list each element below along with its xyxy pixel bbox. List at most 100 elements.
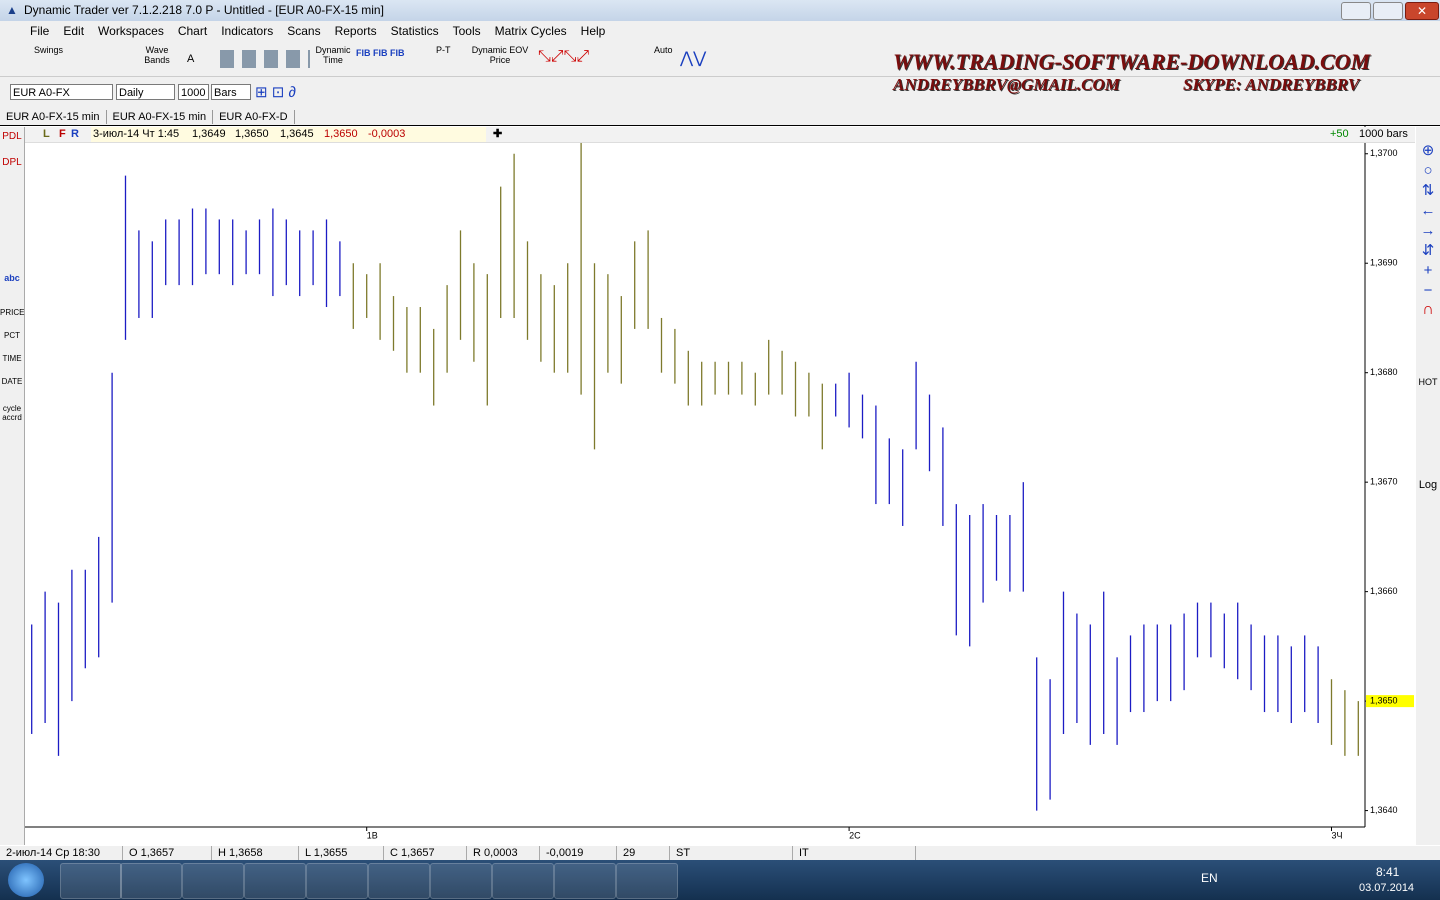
clock-date[interactable]: 03.07.2014 bbox=[1359, 882, 1415, 894]
status-bar: 2-июл-14 Ср 18:30 O 1,3657 H 1,3658 L 1,365… bbox=[0, 846, 1440, 860]
x-tick-label: 3Ч bbox=[1332, 830, 1343, 840]
view-buttons[interactable]: ⊞ ⊡ ∂ bbox=[255, 84, 296, 101]
start-button[interactable] bbox=[8, 863, 44, 897]
menu-item[interactable]: Statistics bbox=[390, 24, 439, 38]
x-tick-label: 1В bbox=[367, 830, 378, 840]
menu-item[interactable]: Scans bbox=[287, 24, 321, 38]
flag-f[interactable]: F bbox=[59, 128, 66, 140]
menu-item[interactable]: Chart bbox=[177, 24, 208, 38]
fib-buttons[interactable]: FIB FIB FIB bbox=[356, 48, 405, 58]
dynamic-time-label[interactable]: Dynamic Time bbox=[315, 45, 351, 65]
status-field: ST bbox=[670, 846, 793, 860]
menu-item[interactable]: Edit bbox=[63, 24, 85, 38]
taskbar-app[interactable] bbox=[492, 863, 554, 899]
quote-date: 3-июл-14 Чт 1:45 bbox=[93, 128, 180, 140]
file-buttons[interactable] bbox=[220, 50, 310, 68]
taskbar-app[interactable] bbox=[244, 863, 306, 899]
left-tool[interactable]: PDL bbox=[2, 131, 22, 142]
last-price-label: 1,3650 bbox=[1370, 695, 1398, 705]
status-field: R 0,0003 bbox=[467, 846, 540, 860]
menu-bar: File Edit Workspaces Chart Indicators Scans Re… bbox=[0, 22, 1440, 41]
status-field: C 1,3657 bbox=[384, 846, 467, 860]
status-field: -0,0019 bbox=[540, 846, 617, 860]
chart-tab[interactable]: EUR A0-FX-15 min bbox=[0, 110, 107, 124]
left-tool[interactable]: abc bbox=[4, 273, 20, 283]
title-bar: ▲ Dynamic Trader ver 7.1.2.218 7.0 P - U… bbox=[0, 0, 1440, 21]
right-tool[interactable]: HOT bbox=[1418, 377, 1438, 387]
menu-item[interactable]: File bbox=[30, 24, 50, 38]
trend-buttons[interactable]: ⋀⋁ bbox=[680, 50, 707, 67]
menu-item[interactable]: Tools bbox=[452, 24, 481, 38]
swings-label[interactable]: Swings bbox=[34, 45, 64, 55]
banner-site: WWW.TRADING-SOFTWARE-DOWNLOAD.COM bbox=[893, 49, 1371, 74]
x-tick-label: 2С bbox=[849, 830, 861, 840]
auto-label[interactable]: Auto bbox=[654, 45, 673, 55]
taskbar-app[interactable] bbox=[430, 863, 492, 899]
bar-count[interactable]: 1000 bars bbox=[1359, 128, 1408, 140]
close-button[interactable]: ✕ bbox=[1405, 2, 1439, 20]
chart: 1,3640 1,3650 1,3660 1,3670 1,3680 1,3690 1,37… bbox=[25, 126, 1414, 840]
pt-label[interactable]: P-T bbox=[436, 45, 451, 55]
right-tool[interactable]: Log bbox=[1418, 479, 1438, 491]
menu-item[interactable]: Help bbox=[580, 24, 606, 38]
magnet-tool[interactable]: ∩ bbox=[1422, 301, 1434, 318]
left-toolbar: PDL DPL abc PRICE PCT TIME DATE cycle accrd bbox=[0, 127, 25, 845]
window-title: Dynamic Trader ver 7.1.2.218 7.0 P - Unt… bbox=[24, 3, 384, 17]
wave-bands-label[interactable]: Wave Bands bbox=[144, 45, 170, 65]
y-tick-label: 1,3680 bbox=[1370, 367, 1398, 377]
left-tool[interactable]: cycle accrd bbox=[2, 404, 22, 422]
left-tool[interactable]: PRICE bbox=[0, 308, 25, 317]
left-tool[interactable]: DATE bbox=[1, 377, 23, 386]
menu-item[interactable]: Matrix Cycles bbox=[494, 24, 567, 38]
y-tick-label: 1,3670 bbox=[1370, 477, 1398, 487]
chart-tab[interactable]: EUR A0-FX-D bbox=[213, 110, 295, 124]
taskbar-app[interactable] bbox=[616, 863, 678, 899]
y-tick-label: 1,3700 bbox=[1370, 148, 1398, 158]
left-tool[interactable]: DPL bbox=[2, 157, 22, 168]
offset[interactable]: +50 bbox=[1330, 128, 1349, 140]
menu-item[interactable]: Reports bbox=[334, 24, 377, 38]
taskbar-app[interactable] bbox=[182, 863, 244, 899]
menu-item[interactable]: Indicators bbox=[221, 24, 274, 38]
language[interactable]: EN bbox=[1201, 871, 1218, 885]
restore-button[interactable] bbox=[1373, 2, 1403, 20]
status-field: 29 bbox=[617, 846, 670, 860]
a-button[interactable]: A bbox=[187, 53, 195, 65]
banner-skype: SKYPE: ANDREYBBRV bbox=[1183, 75, 1360, 94]
status-field: 2-июл-14 Ср 18:30 bbox=[0, 846, 123, 860]
flag-l[interactable]: L bbox=[43, 128, 50, 140]
toolbar: Swings Wave Bands A Dynamic Time FIB FIB… bbox=[0, 42, 1440, 94]
taskbar-app[interactable] bbox=[368, 863, 430, 899]
last-price-marker bbox=[1366, 695, 1414, 708]
symbol-field[interactable]: EUR A0-FX bbox=[10, 84, 113, 100]
taskbar-app[interactable] bbox=[120, 863, 182, 899]
mode-field[interactable]: Bars bbox=[211, 84, 251, 100]
taskbar-app[interactable] bbox=[306, 863, 368, 899]
taskbar-app[interactable] bbox=[554, 863, 616, 899]
quote-box bbox=[91, 127, 486, 142]
chart-tabs: EUR A0-FX-15 min EUR A0-FX-15 min EUR A0-F… bbox=[0, 110, 1440, 124]
menu-item[interactable]: Workspaces bbox=[98, 24, 164, 38]
left-tool[interactable]: PCT bbox=[4, 331, 20, 340]
flag-r[interactable]: R bbox=[71, 128, 79, 140]
quote-open: 1,3649 bbox=[192, 128, 226, 140]
status-field: IT bbox=[793, 846, 916, 860]
taskbar-app[interactable] bbox=[60, 863, 122, 899]
quote-close: 1,3650 bbox=[324, 128, 358, 140]
dynamic-eov-label[interactable]: Dynamic EOV Price bbox=[471, 45, 529, 65]
bars-field[interactable]: 1000 bbox=[178, 84, 209, 100]
chart-frame: 1,3640 1,3650 1,3660 1,3670 1,3680 1,3690 1,37… bbox=[0, 125, 1440, 847]
left-tool[interactable]: TIME bbox=[2, 354, 22, 363]
clock-time[interactable]: 8:41 bbox=[1376, 865, 1400, 879]
crosshair-icon[interactable]: ✚ bbox=[493, 128, 503, 140]
status-field: H 1,3658 bbox=[212, 846, 299, 860]
pattern-buttons[interactable]: ⤡⤢⤡⤢ bbox=[538, 48, 590, 65]
info-bar: L F R 3-июл-14 Чт 1:45 1,3649 1,3650 1,3… bbox=[25, 127, 1415, 143]
right-toolbar: ⊕ ○ ⇅ ← → ⇵ + − ∩ HOT Log bbox=[1416, 127, 1440, 845]
period-field[interactable]: Daily bbox=[116, 84, 175, 100]
chart-tab[interactable]: EUR A0-FX-15 min bbox=[107, 110, 214, 124]
quote-change: -0,0003 bbox=[368, 128, 406, 140]
zoom-tools[interactable]: ⊕ ○ ⇅ ← → ⇵ + − bbox=[1420, 142, 1436, 299]
minimize-button[interactable] bbox=[1341, 2, 1371, 20]
taskbar: EN 8:41 03.07.2014 bbox=[0, 860, 1440, 900]
